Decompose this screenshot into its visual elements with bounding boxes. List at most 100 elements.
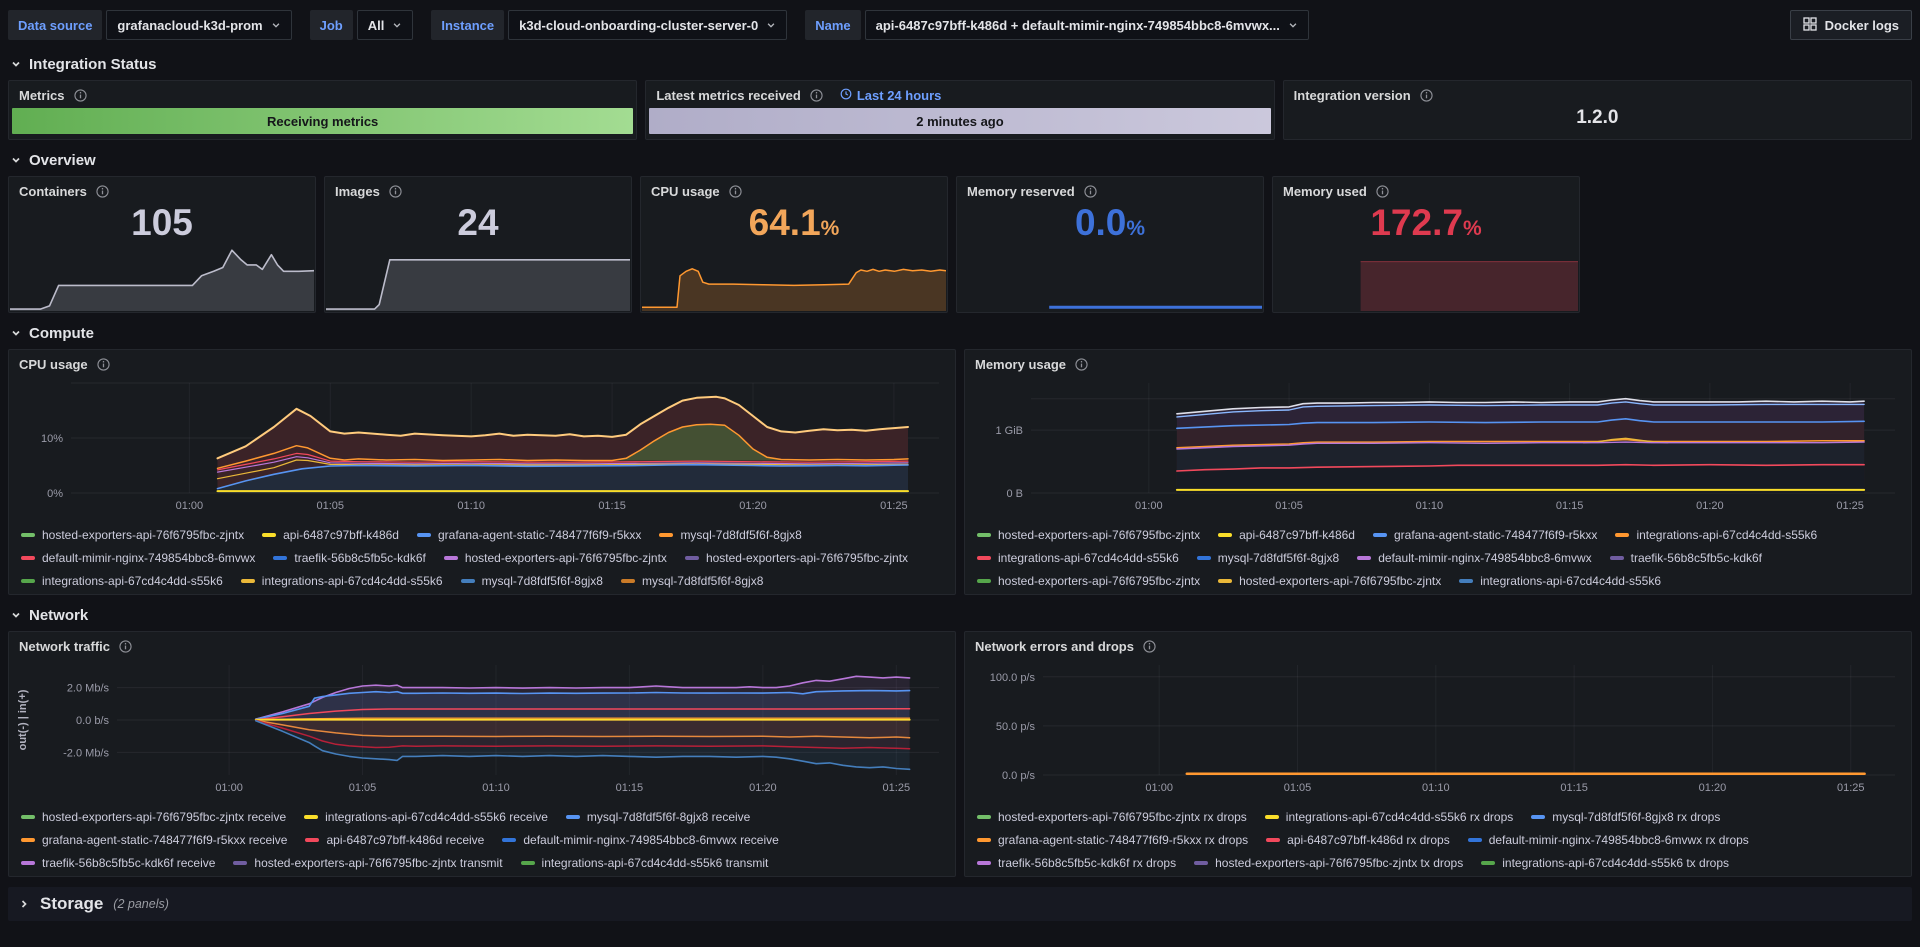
filter-instance: Instance k3d-cloud-onboarding-cluster-se… [431, 10, 788, 40]
filter-instance-text: k3d-cloud-onboarding-cluster-server-0 [519, 17, 759, 33]
legend-item[interactable]: integrations-api-67cd4c4dd-s55k6 [21, 574, 223, 588]
legend-item[interactable]: default-mimir-nginx-749854bbc8-6mvwx rx … [1467, 833, 1749, 847]
legend-item[interactable]: integrations-api-67cd4c4dd-s55k6 [1615, 528, 1817, 542]
legend-item[interactable]: integrations-api-67cd4c4dd-s55k6 [240, 574, 443, 588]
caret-down-icon [766, 20, 776, 30]
legend-item[interactable]: traefik-56b8c5fb5c-kdk6f rx drops [977, 856, 1176, 870]
section-network[interactable]: Network [10, 603, 1912, 627]
legend-item[interactable]: hosted-exporters-api-76f6795fbc-zjntx [977, 528, 1200, 542]
legend-item[interactable]: hosted-exporters-api-76f6795fbc-zjntx [977, 574, 1200, 588]
info-icon[interactable] [729, 185, 742, 198]
containers-sparkline [10, 247, 315, 311]
memory-reserved-sparkline [958, 299, 1262, 311]
legend-item[interactable]: mysql-7d8fdf5f6f-8gjx8 [620, 574, 763, 588]
legend-item[interactable]: integrations-api-67cd4c4dd-s55k6 receive [304, 810, 548, 824]
panel-title: Network traffic [19, 639, 111, 654]
legend-series-color [977, 533, 991, 537]
filter-job-value[interactable]: All [356, 10, 414, 40]
legend-item[interactable]: api-6487c97bff-k486d [262, 528, 399, 542]
legend-item[interactable]: default-mimir-nginx-749854bbc8-6mvwx [1357, 551, 1592, 565]
svg-text:01:00: 01:00 [1135, 500, 1163, 512]
legend-item[interactable]: mysql-7d8fdf5f6f-8gjx8 [1196, 551, 1340, 565]
legend-item[interactable]: api-6487c97bff-k486d rx drops [1266, 833, 1450, 847]
panel-time-range[interactable]: Last 24 hours [840, 88, 941, 103]
info-icon[interactable] [1420, 89, 1433, 102]
legend-series-label: default-mimir-nginx-749854bbc8-6mvwx rec… [523, 833, 779, 847]
legend-item[interactable]: mysql-7d8fdf5f6f-8gjx8 rx drops [1531, 810, 1720, 824]
info-icon[interactable] [389, 185, 402, 198]
info-icon[interactable] [1084, 185, 1097, 198]
info-icon[interactable] [73, 89, 87, 102]
legend-item[interactable]: grafana-agent-static-748477f6f9-r5kxx [1372, 528, 1597, 542]
legend-item[interactable]: hosted-exporters-api-76f6795fbc-zjntx re… [21, 810, 286, 824]
legend-item[interactable]: hosted-exporters-api-76f6795fbc-zjntx tr… [233, 856, 503, 870]
legend-item[interactable]: hosted-exporters-api-76f6795fbc-zjntx rx… [977, 810, 1247, 824]
metrics-status-bar: Receiving metrics [12, 108, 634, 134]
filter-name-value[interactable]: api-6487c97bff-k486d + default-mimir-ngi… [864, 10, 1309, 40]
legend-series-label: mysql-7d8fdf5f6f-8gjx8 [1217, 551, 1340, 565]
stat-value: 105 [131, 202, 193, 243]
legend-series-label: hosted-exporters-api-76f6795fbc-zjntx [464, 551, 667, 565]
legend-series-color [1609, 556, 1624, 560]
info-icon[interactable] [96, 185, 109, 198]
legend-item[interactable]: default-mimir-nginx-749854bbc8-6mvwx [21, 551, 255, 565]
info-icon[interactable] [119, 640, 132, 653]
memory-usage-chart[interactable]: 0 B 1 GiB 01:00 01:05 01:10 01:15 01:20 01:25 [969, 375, 1907, 515]
legend-item[interactable]: integrations-api-67cd4c4dd-s55k6 tx drop… [1481, 856, 1729, 870]
legend-item[interactable]: mysql-7d8fdf5f6f-8gjx8 [460, 574, 603, 588]
info-icon[interactable] [810, 89, 823, 102]
info-icon[interactable] [1075, 358, 1088, 371]
section-compute[interactable]: Compute [10, 321, 1912, 345]
section-integration-status[interactable]: Integration Status [10, 52, 1912, 76]
legend-series-color [565, 815, 580, 819]
caret-down-icon [271, 20, 281, 30]
section-overview[interactable]: Overview [10, 148, 1912, 172]
network-traffic-chart[interactable]: 2.0 Mb/s 0.0 b/s -2.0 Mb/s 01:00 01:05 01:10 0… [13, 657, 951, 797]
legend-series-color [1264, 815, 1279, 819]
docker-logs-button[interactable]: Docker logs [1789, 10, 1912, 40]
info-icon[interactable] [1143, 640, 1156, 653]
legend-item[interactable]: integrations-api-67cd4c4dd-s55k6 [977, 551, 1179, 565]
legend-item[interactable]: hosted-exporters-api-76f6795fbc-zjntx [684, 551, 908, 565]
docker-logs-label: Docker logs [1824, 17, 1899, 33]
info-icon[interactable] [97, 358, 110, 371]
legend-item[interactable]: traefik-56b8c5fb5c-kdk6f [273, 551, 426, 565]
legend-item[interactable]: api-6487c97bff-k486d [1218, 528, 1355, 542]
legend-item[interactable]: integrations-api-67cd4c4dd-s55k6 rx drop… [1264, 810, 1513, 824]
legend-item[interactable]: hosted-exporters-api-76f6795fbc-zjntx [1218, 574, 1441, 588]
legend-item[interactable]: mysql-7d8fdf5f6f-8gjx8 receive [565, 810, 750, 824]
svg-text:2.0 Mb/s: 2.0 Mb/s [67, 683, 110, 695]
legend-item[interactable]: traefik-56b8c5fb5c-kdk6f [1609, 551, 1762, 565]
cpu-usage-chart[interactable]: 0% 10% 01:00 01:05 01:10 01:15 01:20 01:25 [13, 375, 951, 515]
legend-series-label: default-mimir-nginx-749854bbc8-6mvwx rx … [1488, 833, 1749, 847]
legend-item[interactable]: hosted-exporters-api-76f6795fbc-zjntx [21, 528, 244, 542]
info-icon[interactable] [1376, 185, 1389, 198]
legend-item[interactable]: hosted-exporters-api-76f6795fbc-zjntx tx… [1194, 856, 1463, 870]
legend-item[interactable]: grafana-agent-static-748477f6f9-r5kxx [416, 528, 641, 542]
legend-item[interactable]: mysql-7d8fdf5f6f-8gjx8 [659, 528, 802, 542]
legend-item[interactable]: hosted-exporters-api-76f6795fbc-zjntx [443, 551, 667, 565]
legend-series-label: integrations-api-67cd4c4dd-s55k6 [998, 551, 1179, 565]
filter-name-text: api-6487c97bff-k486d + default-mimir-ngi… [875, 17, 1280, 33]
latest-metrics-bar: 2 minutes ago [649, 108, 1271, 134]
legend-item[interactable]: api-6487c97bff-k486d receive [305, 833, 484, 847]
svg-text:01:15: 01:15 [616, 782, 644, 794]
legend-item[interactable]: traefik-56b8c5fb5c-kdk6f receive [21, 856, 215, 870]
filter-datasource-value[interactable]: grafanacloud-k3d-prom [106, 10, 292, 40]
legend-series-label: traefik-56b8c5fb5c-kdk6f [294, 551, 426, 565]
legend-series-color [1615, 533, 1630, 537]
legend-series-color [21, 556, 35, 560]
legend-item[interactable]: integrations-api-67cd4c4dd-s55k6 [1459, 574, 1661, 588]
legend-item[interactable]: grafana-agent-static-748477f6f9-r5kxx re… [21, 833, 287, 847]
network-errors-chart[interactable]: 0.0 p/s 50.0 p/s 100.0 p/s 01:00 01:05 01:10 0… [969, 657, 1907, 797]
legend-series-color [21, 579, 35, 583]
legend-series-color [21, 533, 35, 537]
section-storage[interactable]: Storage (2 panels) [8, 887, 1912, 921]
legend-item[interactable]: integrations-api-67cd4c4dd-s55k6 transmi… [520, 856, 769, 870]
svg-text:0%: 0% [47, 488, 63, 500]
legend-item[interactable]: default-mimir-nginx-749854bbc8-6mvwx rec… [502, 833, 779, 847]
svg-text:out(-) | in(+): out(-) | in(+) [17, 689, 29, 750]
legend-series-label: integrations-api-67cd4c4dd-s55k6 transmi… [541, 856, 769, 870]
legend-item[interactable]: grafana-agent-static-748477f6f9-r5kxx rx… [977, 833, 1248, 847]
filter-instance-value[interactable]: k3d-cloud-onboarding-cluster-server-0 [508, 10, 788, 40]
